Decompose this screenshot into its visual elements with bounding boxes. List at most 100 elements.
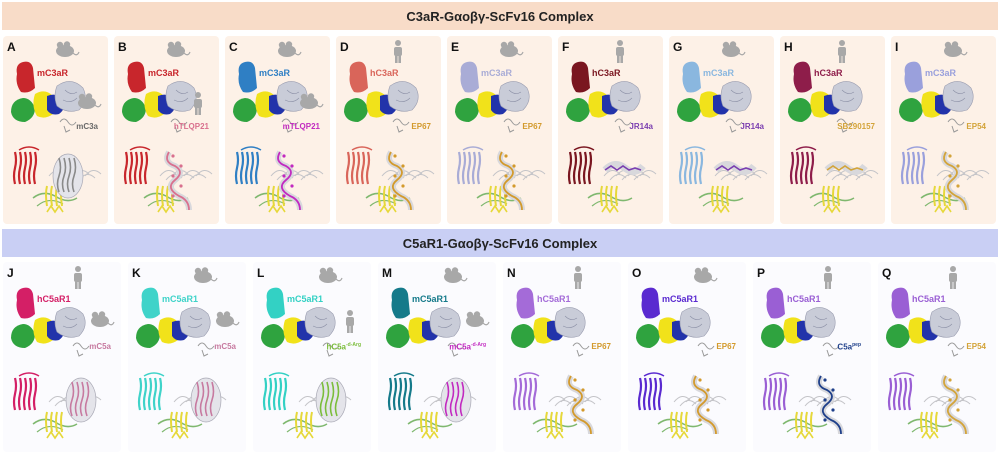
structure-illustration (788, 40, 879, 214)
cryo-em-density-map (233, 61, 308, 122)
ligand-species-human-icon (346, 310, 354, 333)
cryo-em-density-map (886, 287, 961, 348)
ligand-density (941, 374, 969, 435)
panel-letter: Q (882, 266, 892, 280)
receptor-species-human-icon (574, 266, 582, 289)
ligand-name: mC5a (449, 342, 471, 352)
ligand-label: EP67 (716, 342, 736, 351)
structure-illustration (233, 41, 324, 214)
ligand-label: JR14a (629, 122, 653, 131)
ligand-label: mC3a (76, 122, 98, 131)
panel-letter: M (382, 266, 392, 280)
structure-illustration (455, 41, 546, 214)
panel-letter: K (132, 266, 141, 280)
ligand-label: SB290157 (837, 122, 875, 131)
ligand-label: EP67 (522, 122, 542, 131)
receptor-label: mC3aR (259, 68, 291, 78)
receptor-label: mC3aR (148, 68, 180, 78)
ligand-superscript: -d-Arg (346, 342, 361, 348)
structure-illustration (677, 41, 768, 214)
receptor-species-mouse-icon (167, 41, 191, 57)
section-title-c3ar: C3aR-Gαoβγ-ScFv16 Complex (2, 2, 998, 30)
receptor-species-human-icon (394, 40, 402, 63)
receptor-species-human-icon (838, 40, 846, 63)
ligand-label: mTLQP21 (283, 122, 320, 131)
cryo-em-density-map (566, 61, 641, 122)
ligand-label: hC5a-d-Arg (326, 342, 361, 352)
cryo-em-density-map (11, 287, 86, 348)
receptor-label: hC5aR1 (37, 294, 71, 304)
ligand-structure-sketch (503, 118, 521, 133)
ligand-density (824, 161, 868, 175)
structure-illustration (261, 267, 354, 440)
ligand-name: mC5a (214, 342, 236, 351)
ligand-density (602, 161, 646, 175)
ligand-superscript: -d-Arg (471, 342, 486, 348)
structure-illustration (122, 41, 213, 214)
panel-letter: E (451, 40, 460, 54)
cryo-em-density-map (677, 61, 752, 122)
structure-illustration (636, 267, 727, 440)
ligand-name: mTLQP21 (282, 122, 320, 131)
ligand-density (164, 150, 192, 211)
panel-letter: D (340, 40, 349, 54)
ribbon-model (637, 372, 727, 440)
ligand-name: hC5a (326, 342, 346, 352)
ligand-name: JR14a (629, 122, 653, 131)
ligand-structure-sketch (614, 118, 632, 133)
panel-letter: O (632, 266, 642, 280)
cryo-em-density-map (261, 287, 336, 348)
ribbon-model (12, 372, 102, 440)
receptor-species-mouse-icon (278, 41, 302, 57)
ligand-label: mC5a-d-Arg (449, 342, 486, 352)
panel-letter: I (895, 40, 899, 54)
receptor-label: mC3aR (703, 68, 735, 78)
receptor-species-mouse-icon (194, 267, 218, 283)
receptor-label: mC3aR (925, 68, 957, 78)
ligand-label: EP67 (591, 342, 611, 351)
panel-letter: G (673, 40, 683, 54)
receptor-label: mC5aR1 (662, 294, 699, 304)
panel-letter: B (118, 40, 127, 54)
receptor-species-mouse-icon (56, 41, 80, 57)
ligand-structure-sketch (725, 118, 743, 133)
structure-illustration (344, 40, 435, 214)
receptor-species-mouse-icon (694, 267, 718, 283)
ligand-density (816, 374, 844, 435)
ligand-density (315, 377, 347, 423)
cryo-em-density-map (344, 61, 419, 122)
ribbon-model (123, 146, 213, 214)
ligand-species-mouse-icon (300, 93, 324, 109)
cryo-em-density-map (636, 287, 711, 348)
panel-letter: H (784, 40, 793, 54)
ligand-density (497, 150, 525, 211)
ligand-structure-sketch (947, 342, 965, 357)
ligand-name: hTLQP21 (173, 122, 209, 131)
cryo-em-density-map (122, 61, 197, 122)
ligand-label: C5apep (837, 342, 861, 352)
ligand-structure-sketch (197, 342, 215, 357)
ribbon-model (512, 372, 602, 440)
cryo-em-density-map (11, 61, 86, 122)
panel-letter: P (757, 266, 766, 280)
receptor-species-mouse-icon (944, 41, 968, 57)
ligand-species-mouse-icon (216, 311, 240, 327)
ligand-species-human-icon (194, 92, 202, 115)
ligand-name: EP67 (522, 122, 542, 131)
ribbon-model (678, 146, 768, 214)
ligand-label: EP54 (966, 342, 986, 351)
ligand-label: hTLQP21 (174, 122, 209, 131)
receptor-label: hC3aR (592, 68, 621, 78)
panel-letter: J (7, 266, 14, 280)
